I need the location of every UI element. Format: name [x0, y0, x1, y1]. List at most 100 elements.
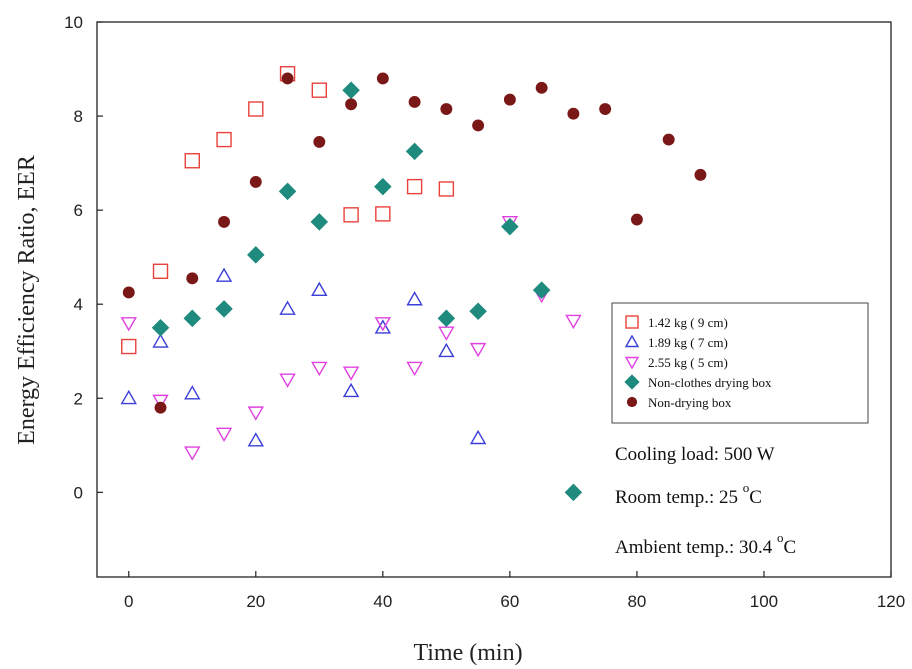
- point-s4-10: [440, 103, 453, 115]
- series-1: [120, 267, 487, 447]
- legend-marker-3: [624, 374, 640, 390]
- point-s0-7: [343, 207, 359, 223]
- point-s1-1: [152, 333, 169, 348]
- point-s4-3: [218, 215, 230, 228]
- y-tick-label-5: 10: [64, 13, 83, 32]
- point-s1-4: [247, 432, 265, 447]
- series-2: [120, 215, 582, 461]
- point-s3-4: [278, 182, 297, 201]
- point-s4-14: [567, 107, 580, 120]
- point-s0-4: [248, 101, 264, 117]
- point-s4-6: [313, 135, 326, 148]
- legend-marker-0: [625, 315, 639, 329]
- axis-ticks: 0 20 40 60 80 100 120 0 2 4 6 8 10: [64, 13, 905, 611]
- point-s2-10: [438, 326, 455, 341]
- point-s4-5: [281, 72, 294, 85]
- point-s3-0: [151, 318, 170, 337]
- point-s0-9: [406, 178, 423, 195]
- point-s1-9: [406, 291, 423, 306]
- legend-label-4: Non-drying box: [648, 395, 732, 410]
- point-s3-11: [501, 217, 519, 236]
- point-s2-1: [152, 394, 169, 410]
- y-tick-label-0: 0: [74, 483, 83, 502]
- legend-label-3: Non-clothes drying box: [648, 375, 772, 390]
- point-s0-6: [311, 82, 328, 98]
- point-s1-7: [342, 382, 360, 398]
- annotation-0: Cooling load: 500 W: [615, 444, 775, 465]
- point-s2-4: [247, 406, 265, 421]
- point-s2-8: [374, 317, 392, 332]
- legend-label-1: 1.89 kg ( 7 cm): [648, 335, 728, 350]
- point-s1-5: [279, 300, 296, 315]
- point-s1-2: [184, 385, 201, 400]
- y-tick-label-3: 6: [74, 201, 83, 220]
- point-s0-2: [184, 153, 200, 169]
- annotations: Cooling load: 500 W Room temp.: 25 oC Ambi…: [615, 444, 796, 558]
- point-s0-1: [152, 263, 169, 279]
- point-s4-0: [122, 286, 135, 299]
- point-s2-3: [215, 427, 233, 442]
- data-marks: [120, 66, 707, 502]
- plot-frame: [96, 21, 892, 578]
- legend: 1.42 kg ( 9 cm) 1.89 kg ( 7 cm) 2.55 kg ( …: [611, 302, 869, 424]
- series-0: [121, 66, 455, 355]
- point-s4-16: [630, 213, 643, 226]
- point-s4-9: [408, 96, 421, 108]
- x-tick-label-4: 80: [627, 592, 646, 611]
- y-tick-label-1: 2: [74, 389, 83, 408]
- point-s1-6: [311, 281, 328, 297]
- point-s4-4: [249, 175, 262, 188]
- series-4: [122, 72, 707, 414]
- legend-marker-4: [626, 396, 638, 408]
- point-s1-0: [120, 389, 137, 405]
- point-s2-0: [120, 317, 137, 332]
- point-s0-10: [438, 181, 455, 197]
- point-s0-3: [216, 131, 232, 148]
- point-s1-8: [374, 319, 392, 334]
- series-3: [151, 81, 583, 502]
- point-s4-15: [599, 103, 612, 115]
- point-s3-1: [183, 309, 202, 328]
- point-s4-8: [376, 72, 389, 85]
- point-s3-9: [437, 309, 456, 328]
- point-s2-7: [342, 366, 360, 381]
- point-s4-1: [154, 401, 167, 414]
- point-s3-2: [215, 300, 233, 318]
- legend-label-2: 2.55 kg ( 5 cm): [648, 355, 728, 370]
- x-tick-label-5: 100: [750, 592, 778, 611]
- y-tick-label-4: 8: [74, 107, 83, 126]
- legend-label-0: 1.42 kg ( 9 cm): [648, 315, 728, 330]
- point-s1-10: [438, 342, 455, 358]
- point-s2-14: [565, 314, 582, 330]
- annotation-1: Room temp.: 25 oC: [615, 480, 762, 508]
- x-axis-title: Time (min): [413, 640, 522, 666]
- legend-marker-2: [624, 356, 640, 370]
- point-s2-5: [279, 373, 296, 388]
- point-s3-12: [532, 281, 551, 299]
- y-tick-label-2: 4: [74, 295, 83, 314]
- point-s1-11: [469, 429, 487, 445]
- point-s4-12: [503, 93, 516, 106]
- point-s4-13: [535, 81, 548, 94]
- point-s2-6: [311, 361, 328, 377]
- point-s3-6: [342, 81, 360, 99]
- point-s3-3: [247, 246, 265, 264]
- point-s0-0: [121, 338, 137, 355]
- point-s2-11: [469, 342, 487, 358]
- point-s4-11: [472, 119, 485, 132]
- point-s3-10: [469, 302, 487, 321]
- point-s2-2: [184, 446, 201, 461]
- x-tick-label-1: 20: [246, 592, 265, 611]
- point-s2-9: [406, 361, 423, 377]
- point-s3-13: [564, 483, 583, 502]
- x-tick-label-0: 0: [124, 592, 133, 611]
- point-s3-5: [310, 213, 329, 231]
- point-s3-8: [405, 142, 424, 161]
- point-s1-3: [215, 267, 233, 282]
- point-s4-18: [694, 168, 707, 181]
- annotation-2: Ambient temp.: 30.4 oC: [615, 530, 796, 558]
- point-s3-7: [374, 177, 392, 196]
- legend-marker-1: [624, 334, 640, 348]
- y-axis-title: Energy Efficiency Ratio, EER: [14, 155, 40, 445]
- x-tick-label-3: 60: [500, 592, 519, 611]
